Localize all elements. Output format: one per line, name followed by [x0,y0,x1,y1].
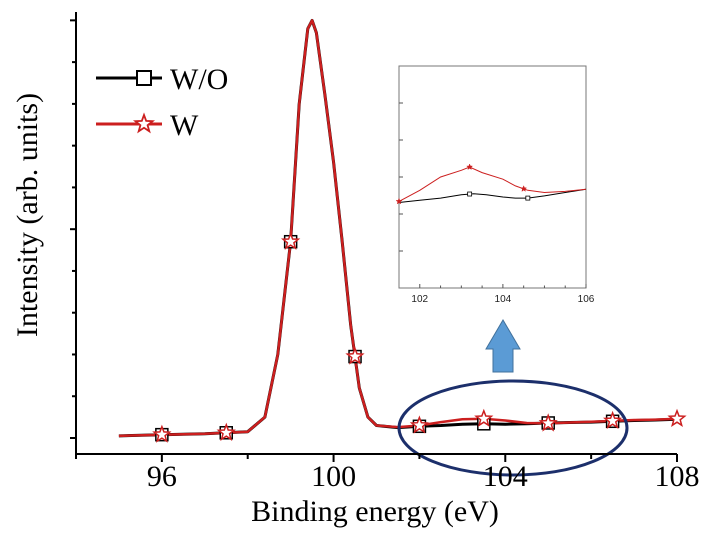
legend-label-wo: W/O [170,63,228,96]
highlight-ellipse [397,379,629,477]
inset-x-ticks: 102 104 106 [411,284,595,305]
inset-x-tick-label: 104 [495,294,512,305]
data-point-w [667,408,687,428]
main-axes: 96 100 104 108 [70,12,700,493]
x-ticks: 96 100 104 108 [75,454,700,493]
inset-point-w [466,163,474,170]
inset-point-w [520,185,528,192]
data-point-w [280,231,301,250]
series-line-w [118,19,678,438]
inset-point-wo [525,195,531,201]
data-point-w [216,422,236,442]
legend-star-shape [132,112,156,134]
inset-point-w [395,197,403,205]
inset-series-line-w [398,166,587,202]
inset-point-wo [467,191,473,197]
inset-plot: 102 104 106 [395,65,595,305]
legend-marker-wo [136,70,152,86]
pointer-arrow [485,319,521,373]
data-point-w [152,424,172,443]
inset-frame [398,65,587,289]
x-tick-label: 104 [483,460,528,493]
inset-series-line-wo [398,188,587,203]
x-tick-label: 96 [147,460,177,493]
data-point-w [409,415,429,434]
main-series [118,18,687,443]
data-point-w [538,413,558,432]
inset-x-tick-label: 102 [411,294,428,305]
x-tick-label: 100 [311,460,356,493]
inset-x-tick-label: 106 [578,294,595,305]
y-axis-title: Intensity (arb. units) [11,93,44,337]
inset-ticks [399,102,403,252]
inset-series [395,163,587,205]
x-tick-label: 108 [655,460,700,493]
y-ticks [70,19,76,439]
data-point-w [345,346,365,365]
legend-marker-w [132,112,156,134]
legend: W/O W [96,63,228,142]
legend-label-w: W [170,109,199,142]
x-axis-title: Binding energy (eV) [251,495,499,528]
data-point-w [602,410,623,429]
data-point-w [474,408,494,428]
